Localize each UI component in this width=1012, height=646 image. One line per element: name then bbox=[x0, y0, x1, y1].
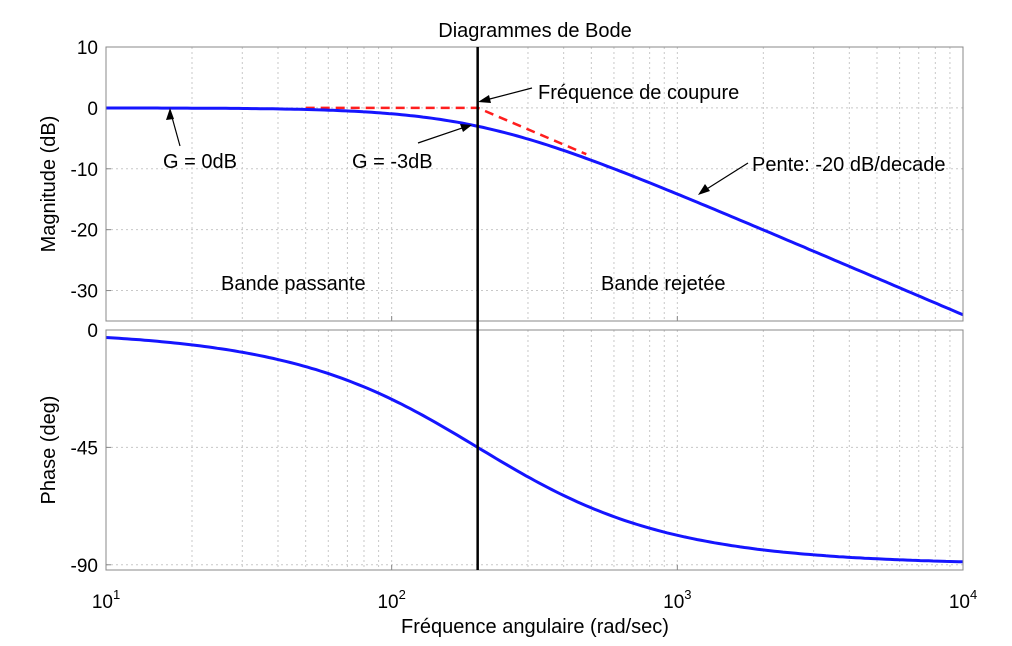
phase-plot-area bbox=[106, 330, 963, 570]
magnitude-y-ticks: 10 0 -10 -20 -30 bbox=[71, 38, 111, 303]
annotation-stopband: Bande rejetée bbox=[601, 273, 726, 295]
y-tick-label: -20 bbox=[71, 221, 98, 242]
phase-panel: 0 -45 -90 Phase (deg) bbox=[38, 321, 964, 577]
annotations: G = 0dB G = -3dB Fréquence de coupure Pe… bbox=[163, 82, 945, 295]
phase-y-ticks: 0 -45 -90 bbox=[71, 321, 111, 577]
y-tick-label: -90 bbox=[71, 556, 98, 577]
magnitude-frame bbox=[105, 46, 964, 322]
phase-frame bbox=[105, 329, 964, 571]
annotation-cutoff: Fréquence de coupure bbox=[538, 82, 739, 104]
chart-title: Diagrammes de Bode bbox=[438, 20, 631, 42]
phase-series-line bbox=[105, 336, 964, 564]
x-axis-ticks: 101 102 103 104 bbox=[92, 316, 977, 613]
arrowhead-cutoff bbox=[478, 95, 491, 103]
x-axis-label: Fréquence angulaire (rad/sec) bbox=[401, 616, 669, 638]
y-tick-label: 10 bbox=[77, 38, 98, 59]
annotation-g0: G = 0dB bbox=[163, 151, 237, 173]
y-tick-label: -30 bbox=[71, 282, 98, 303]
annotation-passband: Bande passante bbox=[221, 273, 366, 295]
arrowhead-g3 bbox=[460, 124, 472, 132]
arrow-slope bbox=[701, 162, 749, 193]
arrowhead-slope bbox=[698, 184, 710, 195]
magnitude-plot-area bbox=[106, 47, 963, 321]
magnitude-axis-label: Magnitude (dB) bbox=[38, 116, 60, 253]
x-tick-label: 103 bbox=[663, 587, 691, 613]
x-tick-label: 104 bbox=[949, 587, 977, 613]
x-tick-label: 101 bbox=[92, 587, 120, 613]
y-tick-label: 0 bbox=[87, 321, 98, 342]
arrowhead-g0 bbox=[166, 108, 174, 120]
y-tick-label: -45 bbox=[71, 438, 98, 459]
magnitude-panel: 10 0 -10 -20 -30 Magnitude (dB) bbox=[38, 38, 964, 322]
x-tick-label: 102 bbox=[377, 587, 405, 613]
y-tick-label: -10 bbox=[71, 160, 98, 181]
arrow-g3 bbox=[417, 125, 469, 144]
annotation-slope: Pente: -20 dB/decade bbox=[752, 154, 945, 176]
arrow-cutoff bbox=[481, 87, 533, 102]
magnitude-series-line bbox=[106, 106, 964, 317]
annotation-g3: G = -3dB bbox=[352, 151, 433, 173]
y-tick-label: 0 bbox=[87, 99, 98, 120]
phase-axis-label: Phase (deg) bbox=[38, 396, 60, 505]
